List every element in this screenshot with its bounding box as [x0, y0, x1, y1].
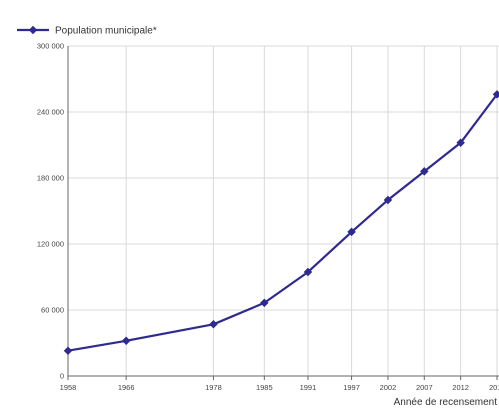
x-tick-label: 1991 — [300, 383, 317, 392]
grid — [68, 45, 499, 376]
y-tick-label: 0 — [60, 372, 64, 381]
x-tick-label: 2007 — [416, 383, 433, 392]
y-tick-labels: 0 60 000 120 000 180 000 240 000 300 000 — [37, 42, 64, 381]
y-tick-label: 240 000 — [37, 108, 64, 117]
x-tick-label: 2012 — [452, 383, 469, 392]
x-tick-label: 1985 — [256, 383, 273, 392]
data-point-1958 — [63, 346, 73, 355]
x-tick-labels: 1958 1966 1978 1985 1991 1997 2002 2007 2012 201 — [60, 383, 499, 392]
series-line-population — [67, 93, 498, 352]
series — [63, 90, 499, 355]
data-point-2017 — [492, 90, 499, 99]
x-tick-label: 201 — [489, 383, 499, 392]
data-point-1985 — [260, 298, 269, 308]
x-tick-label: 1966 — [118, 383, 135, 392]
legend-entry-population: Population municipale* — [55, 26, 157, 37]
x-axis-label: Année de recensement — [394, 397, 498, 408]
legend: Population municipale* — [17, 26, 157, 37]
data-point-1978 — [209, 320, 218, 329]
x-tick-label: 1997 — [343, 383, 360, 392]
data-point-1997 — [347, 227, 356, 237]
y-tick-label: 300 000 — [37, 42, 64, 51]
y-tick-label: 180 000 — [37, 174, 64, 183]
y-tick-label: 120 000 — [37, 240, 64, 249]
legend-diamond-marker — [28, 25, 38, 35]
data-point-2012 — [456, 138, 465, 148]
axes — [67, 46, 499, 380]
data-point-2007 — [420, 167, 429, 176]
data-point-2002 — [383, 195, 393, 205]
data-point-1966 — [121, 336, 131, 346]
x-tick-label: 1978 — [205, 383, 222, 392]
x-tick-label: 2002 — [380, 383, 397, 392]
x-tick-label: 1958 — [60, 383, 77, 392]
y-tick-label: 60 000 — [41, 306, 64, 315]
data-point-1991 — [303, 267, 313, 277]
